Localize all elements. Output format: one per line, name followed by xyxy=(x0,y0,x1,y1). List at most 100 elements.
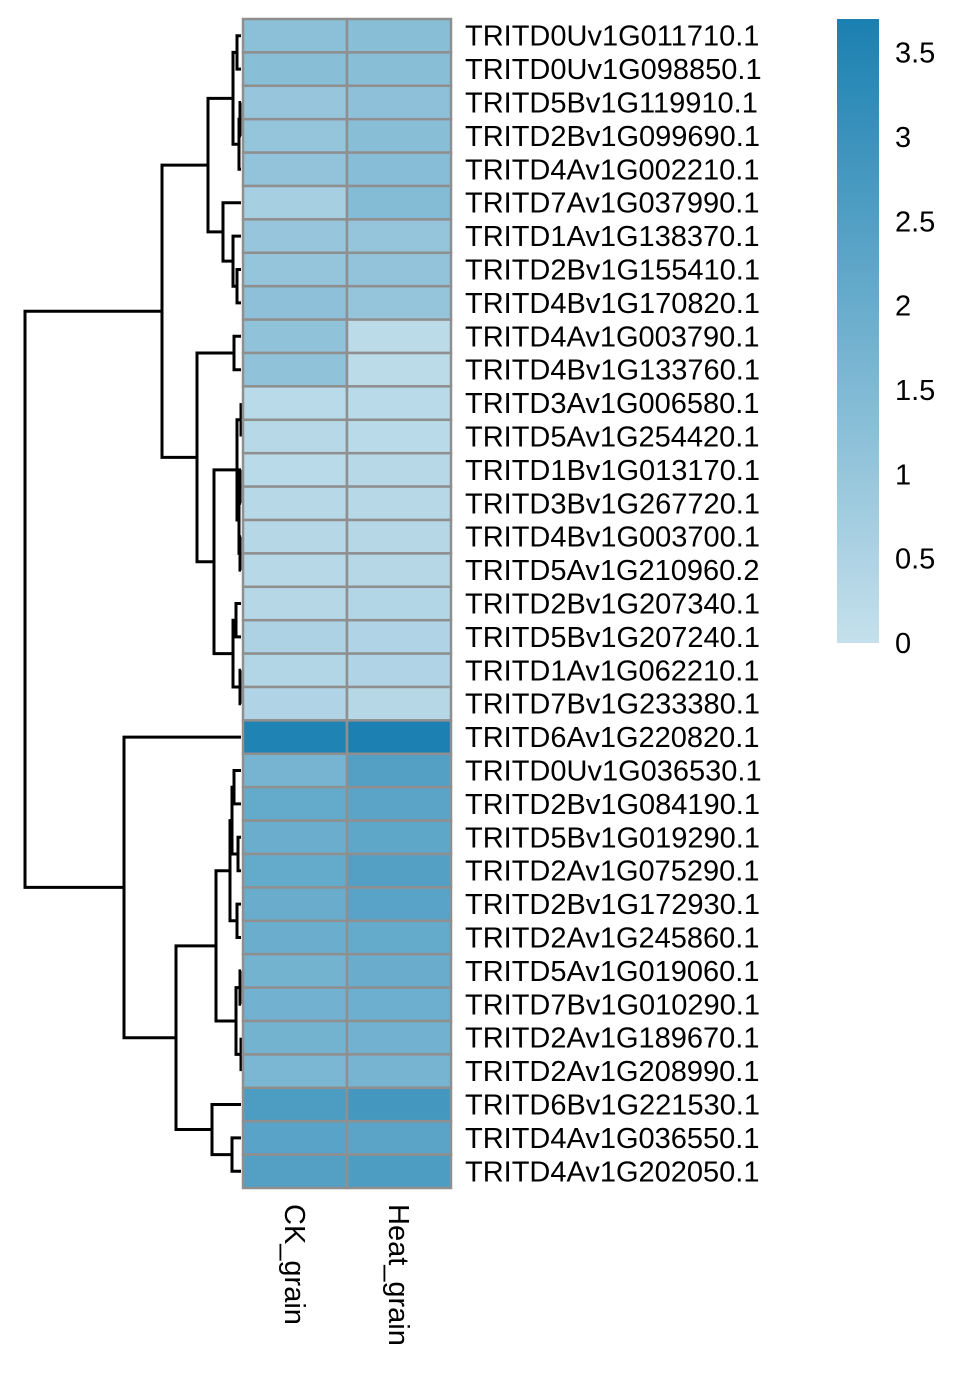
dendrogram-branch xyxy=(235,268,241,305)
column-label: Heat_grain xyxy=(382,1204,414,1346)
heatmap-cells xyxy=(241,17,453,1190)
heatmap-cell xyxy=(241,1119,349,1156)
heatmap-cell xyxy=(241,1086,349,1123)
dendrogram-branch xyxy=(235,902,241,939)
heatmap-cell xyxy=(345,618,453,655)
row-label: TRITD0Uv1G098850.1 xyxy=(465,54,762,86)
heatmap-cell xyxy=(241,752,349,789)
heatmap-cell xyxy=(345,1153,453,1190)
row-label: TRITD7Bv1G010290.1 xyxy=(465,989,760,1021)
row-label: TRITD2Bv1G084190.1 xyxy=(465,789,760,821)
row-label: TRITD2Av1G189670.1 xyxy=(465,1023,759,1055)
heatmap-cell xyxy=(241,84,349,121)
color-legend: 0 0.5 1 1.5 2 2.5 3 3.5 xyxy=(837,19,935,660)
row-label: TRITD5Bv1G019290.1 xyxy=(465,822,760,854)
heatmap-cell xyxy=(241,785,349,822)
dendrogram-branch xyxy=(232,334,241,372)
heatmap-cell xyxy=(241,385,349,422)
heatmap-cell xyxy=(345,418,453,455)
heatmap-cell xyxy=(345,117,453,154)
colorbar-tick-label: 0.5 xyxy=(895,544,935,576)
heatmap-cell xyxy=(345,852,453,889)
dendrogram-branch xyxy=(206,96,233,234)
row-label: TRITD4Av1G202050.1 xyxy=(465,1156,759,1188)
row-label: TRITD1Av1G062210.1 xyxy=(465,655,759,687)
row-label: TRITD3Av1G006580.1 xyxy=(465,388,759,420)
heatmap-cell xyxy=(241,952,349,989)
dendrogram-branch xyxy=(238,969,242,1006)
heatmap-cell xyxy=(345,184,453,221)
heatmap-cell xyxy=(241,351,349,388)
heatmap-cell xyxy=(345,685,453,722)
heatmap-cell xyxy=(241,218,349,255)
column-label: CK_grain xyxy=(278,1204,310,1325)
heatmap-cell xyxy=(345,485,453,522)
row-label: TRITD4Av1G036550.1 xyxy=(465,1123,759,1155)
row-label: TRITD5Av1G019060.1 xyxy=(465,956,759,988)
heatmap-cell xyxy=(241,986,349,1023)
row-label: TRITD2Av1G208990.1 xyxy=(465,1056,759,1088)
heatmap-cell xyxy=(241,518,349,555)
heatmap-cell xyxy=(241,652,349,689)
heatmap-cell xyxy=(345,385,453,422)
heatmap-cell xyxy=(345,1053,453,1090)
heatmap-cell xyxy=(241,1019,349,1056)
heatmap-cell xyxy=(345,785,453,822)
row-label: TRITD4Bv1G170820.1 xyxy=(465,288,760,320)
heatmap-cell xyxy=(345,451,453,488)
colorbar-tick-label: 0 xyxy=(895,628,911,660)
dendrogram-branch xyxy=(210,1103,241,1157)
colorbar-tick-label: 2.5 xyxy=(895,206,935,238)
row-label: TRITD5Av1G254420.1 xyxy=(465,422,759,454)
row-label: TRITD5Bv1G119910.1 xyxy=(465,88,758,120)
heatmap-cell xyxy=(241,685,349,722)
column-labels: CK_grain Heat_grain xyxy=(278,1204,414,1346)
heatmap-cell xyxy=(241,1153,349,1190)
heatmap-cell xyxy=(241,184,349,221)
heatmap-cell xyxy=(241,585,349,622)
colorbar-tick-label: 3.5 xyxy=(895,38,935,70)
dendrogram-branch xyxy=(214,869,236,1023)
dendrogram-branch xyxy=(236,835,241,873)
heatmap-cell xyxy=(345,952,453,989)
heatmap-cell xyxy=(241,485,349,522)
heatmap-cell xyxy=(345,752,453,789)
heatmap-cell xyxy=(345,919,453,956)
heatmap-cell xyxy=(241,886,349,923)
heatmap-cell xyxy=(241,1053,349,1090)
heatmap-cell xyxy=(241,318,349,355)
heatmap-cell xyxy=(241,151,349,188)
dendrogram-branch xyxy=(230,1136,241,1173)
heatmap-cell xyxy=(241,819,349,856)
colorbar-tick-label: 2 xyxy=(895,291,911,323)
row-label: TRITD6Bv1G221530.1 xyxy=(465,1090,760,1122)
dendrogram-branch xyxy=(235,34,241,71)
dendrogram-branch xyxy=(238,668,242,706)
heatmap-cell xyxy=(345,986,453,1023)
heatmap-cell xyxy=(345,218,453,255)
heatmap-cell xyxy=(241,117,349,154)
heatmap-cell xyxy=(241,919,349,956)
colorbar-tick-label: 1.5 xyxy=(895,375,935,407)
colorbar xyxy=(837,19,879,643)
dendrogram-branch xyxy=(23,309,162,889)
heatmap-cell xyxy=(241,552,349,589)
row-label: TRITD6Av1G220820.1 xyxy=(465,722,759,754)
heatmap-cell xyxy=(241,451,349,488)
heatmap-cell xyxy=(345,251,453,288)
heatmap-cell xyxy=(345,585,453,622)
heatmap-cell xyxy=(345,1086,453,1123)
heatmap-cell xyxy=(345,719,453,756)
row-label: TRITD2Bv1G172930.1 xyxy=(465,889,760,921)
heatmap-cell xyxy=(345,284,453,321)
heatmap-cell xyxy=(345,84,453,121)
heatmap-cell xyxy=(241,618,349,655)
row-label: TRITD2Bv1G155410.1 xyxy=(465,255,760,287)
row-label: TRITD4Bv1G133760.1 xyxy=(465,355,760,387)
heatmap-cell xyxy=(345,17,453,54)
row-label: TRITD4Av1G002210.1 xyxy=(465,154,759,186)
dendrogram-branch xyxy=(232,769,241,806)
heatmap-cell xyxy=(345,552,453,589)
dendrogram-branch xyxy=(122,735,241,1040)
